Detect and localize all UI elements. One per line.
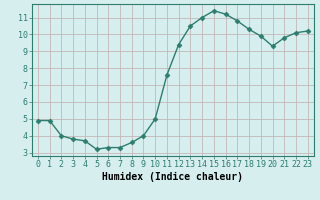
X-axis label: Humidex (Indice chaleur): Humidex (Indice chaleur) xyxy=(102,172,243,182)
